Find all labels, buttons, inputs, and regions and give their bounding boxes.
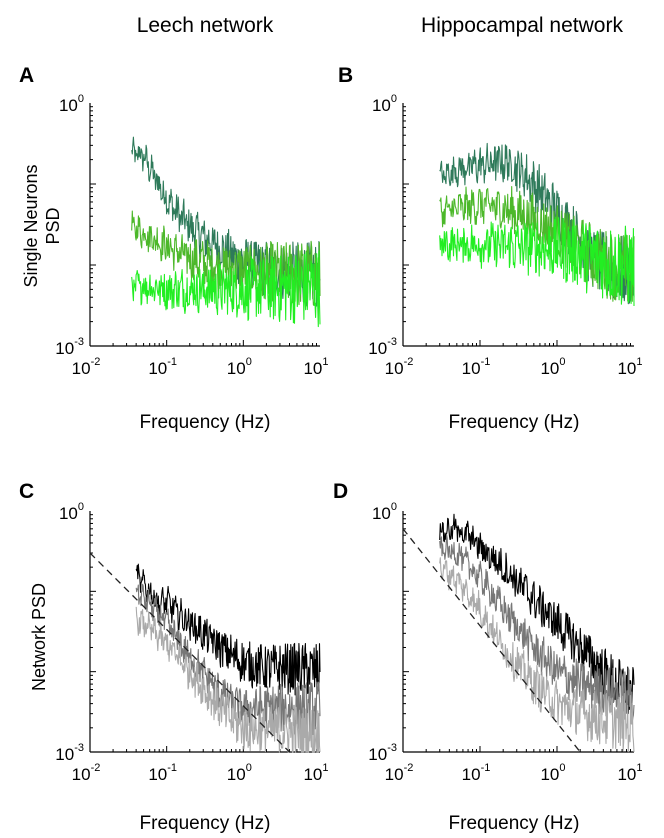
x-tick-label: 10-1 [148,356,177,378]
y-tick-label: 10-3 [368,742,397,764]
x-tick-exponent: -1 [167,762,177,774]
x-tick-exponent: 1 [322,356,328,368]
y-tick-label: 10-3 [55,336,84,358]
y-axis-label-line1: Single Neurons [21,164,41,287]
x-tick-label: 100 [227,762,252,784]
series-line-3 [131,250,321,328]
y-tick-exponent: -3 [74,336,84,348]
x-tick-exponent: -2 [404,762,414,774]
x-tick-label: 10-1 [462,356,491,378]
y-tick-label: 100 [59,93,84,115]
x-axis-label-b: Frequency (Hz) [449,412,580,433]
y-tick-exponent: -3 [387,742,397,754]
x-tick-label: 10-1 [148,762,177,784]
x-tick-exponent: 0 [246,762,252,774]
series-line-1 [135,563,321,696]
series-line-2 [439,534,635,723]
x-tick-label: 10-2 [72,762,101,784]
series-line-4 [402,528,581,753]
y-tick-label: 100 [372,93,397,115]
panel-c: C Network PSD Frequency (Hz) 10-2 10-1 100… [19,480,329,834]
x-tick-exponent: -2 [91,762,101,774]
x-tick-label: 100 [540,356,565,378]
y-axis-label-line2: PSD [43,207,63,244]
series-line-3 [439,557,635,753]
x-tick-label: 100 [540,762,565,784]
x-tick-exponent: -1 [481,356,491,368]
x-tick-label: 101 [617,762,642,784]
y-tick-exponent: -3 [74,742,84,754]
x-tick-exponent: -1 [481,762,491,774]
y-tick-label: 100 [59,501,84,523]
panel-a: A Single Neurons PSD Frequency (Hz) 10-2… [19,64,329,433]
y-tick-exponent: -3 [387,336,397,348]
panel-letter-d: D [333,480,348,503]
x-tick-exponent: -2 [91,356,101,368]
series-line-2 [131,210,321,306]
column-title-hippocampal: Hippocampal network [421,14,623,37]
x-tick-exponent: 0 [246,356,252,368]
y-tick-exponent: 0 [391,501,397,513]
x-tick-label: 10-2 [385,762,414,784]
x-tick-label: 10-1 [462,762,491,784]
y-tick-exponent: 0 [78,93,84,105]
x-tick-exponent: 0 [559,762,565,774]
x-tick-exponent: 1 [636,762,642,774]
series-line-3 [439,216,635,307]
x-axis-label-c: Frequency (Hz) [140,813,271,834]
y-tick-exponent: 0 [78,501,84,513]
x-tick-exponent: -2 [404,356,414,368]
x-tick-label: 10-2 [385,356,414,378]
panel-letter-b: B [338,64,353,87]
x-tick-exponent: 1 [636,356,642,368]
x-tick-label: 101 [617,356,642,378]
x-tick-exponent: -1 [167,356,177,368]
y-tick-exponent: 0 [391,93,397,105]
y-axis-label-a: Single Neurons PSD [21,164,63,287]
x-tick-label: 101 [303,356,328,378]
series-line-4 [89,552,290,753]
series-line-3 [135,606,321,753]
x-tick-label: 101 [303,762,328,784]
column-title-leech: Leech network [137,14,274,37]
y-tick-label: 100 [372,501,397,523]
x-tick-exponent: 0 [559,356,565,368]
y-axis-label-line1: Network PSD [29,583,49,691]
x-axis-label-a: Frequency (Hz) [140,412,271,433]
x-tick-label: 100 [227,356,252,378]
y-tick-label: 10-3 [55,742,84,764]
x-tick-label: 10-2 [72,356,101,378]
x-tick-exponent: 1 [322,762,328,774]
panel-letter-c: C [19,480,34,503]
y-axis-label-c: Network PSD [29,583,49,691]
series-line-1 [439,513,635,715]
y-tick-label: 10-3 [368,336,397,358]
x-axis-label-d: Frequency (Hz) [449,813,580,834]
panel-letter-a: A [19,64,34,87]
